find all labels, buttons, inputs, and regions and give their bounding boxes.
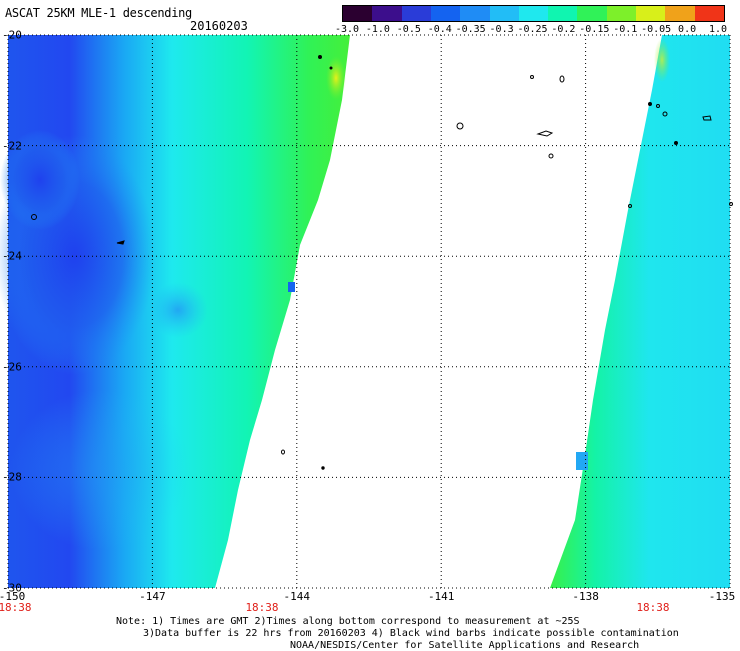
- color-scale-segment: [606, 6, 638, 21]
- swath-time-label: 18:38: [0, 601, 32, 614]
- color-scale-label: -1.0: [365, 24, 390, 35]
- map-title: ASCAT 25KM MLE-1 descending: [5, 6, 192, 20]
- note-line-2: 3)Data buffer is 22 hrs from 20160203 4)…: [143, 628, 679, 639]
- color-scale-label: -0.3: [489, 24, 514, 35]
- color-scale-label: -3.0: [334, 24, 360, 35]
- color-scale-segment: [343, 6, 374, 21]
- island-outlines: [31, 55, 733, 470]
- longitude-label: -144: [283, 590, 311, 603]
- east-swath: [550, 35, 730, 588]
- lat-lon-grid: [7, 34, 731, 589]
- high-value-region: [654, 38, 670, 82]
- color-scale-label: -0.25: [517, 24, 548, 35]
- color-scale-segment: [665, 6, 696, 21]
- longitude-label: -138: [572, 590, 599, 603]
- latitude-label: -24: [2, 249, 22, 263]
- low-value-pixel: [576, 452, 588, 470]
- high-value-region: [326, 56, 346, 100]
- swath-time-label: 18:38: [245, 601, 279, 614]
- low-wind-region: [10, 390, 190, 550]
- color-scale-segment: [636, 6, 667, 21]
- map-date: 20160203: [190, 19, 248, 33]
- low-wind-region: [0, 130, 80, 230]
- color-scale-label: -0.4: [427, 24, 452, 35]
- latitude-label: -28: [2, 470, 22, 484]
- color-scale-bar: [342, 5, 725, 22]
- color-scale-label: -0.35: [455, 24, 486, 35]
- longitude-label: -147: [139, 590, 166, 603]
- latitude-label: -30: [2, 581, 22, 595]
- color-scale-segment: [518, 6, 550, 21]
- color-scale-label: -0.05: [641, 24, 672, 35]
- color-scale-label: 0.0: [678, 24, 697, 35]
- color-scale-label: 1.0: [708, 24, 728, 35]
- longitude-label: -150: [0, 590, 26, 603]
- low-value-pixel: [288, 282, 295, 292]
- color-scale-segment: [372, 6, 403, 21]
- color-scale-label: -0.15: [579, 24, 610, 35]
- color-scale-segment: [694, 6, 724, 21]
- color-scale-label: -0.5: [396, 24, 421, 35]
- color-scale-label: -0.1: [613, 24, 638, 35]
- color-scale-segment: [460, 6, 491, 21]
- latitude-label: -22: [2, 139, 22, 153]
- latitude-label: -26: [2, 360, 22, 374]
- color-scale-segment: [430, 6, 462, 21]
- low-wind-region: [148, 282, 208, 338]
- longitude-label: -135: [708, 590, 736, 603]
- color-scale-segment: [401, 6, 432, 21]
- longitude-label: -141: [427, 590, 455, 603]
- note-line-3: NOAA/NESDIS/Center for Satellite Applica…: [290, 640, 640, 651]
- latitude-label: -20: [2, 28, 22, 42]
- color-scale-segment: [489, 6, 520, 21]
- color-scale-label: -0.2: [551, 24, 576, 35]
- color-scale-segment: [577, 6, 608, 21]
- swath-time-label: 18:38: [636, 601, 670, 614]
- note-line-1: Note: 1) Times are GMT 2)Times along bot…: [116, 616, 580, 627]
- color-scale-segment: [548, 6, 579, 21]
